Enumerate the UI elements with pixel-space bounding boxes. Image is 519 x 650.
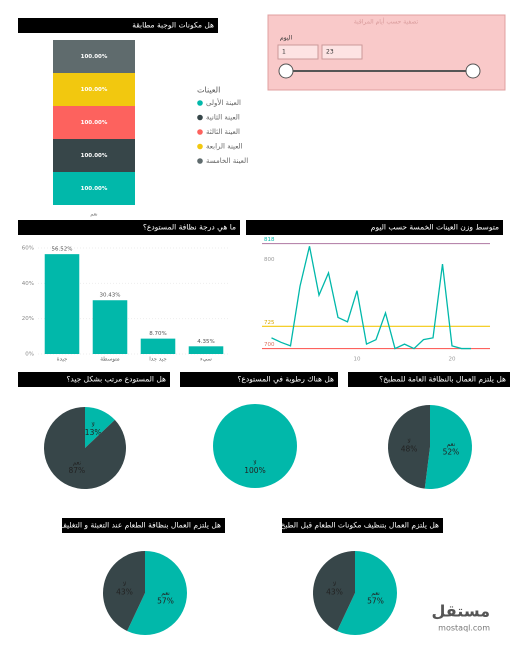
title-bar [348,372,510,387]
legend-swatch [197,129,203,135]
y-tick-label: 60% [22,246,34,252]
chart-title: هل يلتزم العمال بالنظافة العامة للمطبخ؟ [379,375,506,384]
pie-slice [103,551,145,632]
legend-label: العينة الثالثة [206,128,240,136]
slicer-from: 1 [282,49,286,56]
data-label: 8.70% [149,331,166,337]
slider-handle[interactable] [278,63,294,79]
legend-swatch [197,143,203,150]
y-tick-label: 20% [22,316,34,322]
line [271,246,471,350]
chart-title: متوسط وزن العينات الخمسة حسب اليوم [371,223,499,232]
bar-segment [53,172,135,205]
slicer-field: اليوم [280,35,292,42]
slice-category: لا [91,422,94,429]
data-label: 100.00% [81,186,108,192]
slice-category: لا [407,438,410,445]
slice-label: 43% [326,587,343,596]
x-tick-label: متوسطة [100,357,120,363]
data-label: 100.00% [81,153,108,159]
chart-title: هل يلتزم العمال بنظافة الطعام عند التعبئ… [55,521,221,530]
title-bar [180,372,338,387]
reference-label: 725 [264,320,275,326]
bar [44,254,80,354]
pie-slice [387,405,430,489]
slice-category: لا [253,460,256,467]
reference-label: 700 [264,342,275,348]
pie-slice [213,404,297,488]
slicer-from-box[interactable] [277,44,319,60]
watermark-brand: مستقل [431,602,490,621]
slicer-to-box[interactable] [321,44,363,60]
x-tick-label: نعم [90,212,97,218]
legend-label: العينة الرابعة [206,143,243,151]
y-tick-label: 0% [25,352,34,358]
data-label: 56.52% [52,247,73,253]
legend-label: العينة الأولى [206,98,241,107]
y-tick-label: 40% [22,281,34,287]
slice-category: لا [123,581,126,588]
slider-handle[interactable] [465,63,481,79]
title-bar [18,220,240,235]
title-bar [18,18,218,33]
x-tick-label: 10 [354,357,361,363]
bar-segment [53,73,135,106]
chart-title: هل المستودع مرتب بشكل جيد؟ [66,375,166,384]
slice-label: 57% [367,597,384,606]
chart-title: هل يلتزم العمال بتنظيف مكونات الطعام قبل… [277,521,440,530]
slice-label: 87% [69,466,86,475]
bar [140,338,176,354]
legend-swatch [197,158,203,164]
data-label: 100.00% [81,120,108,126]
reference-label: 818 [264,237,275,243]
x-tick-label: 20 [449,357,456,363]
legend-label: العينة الخامسة [206,157,248,165]
pie-slice [127,551,188,636]
slicer-title: تصفية حسب أيام المراقبة [354,18,419,26]
slice-category: نعم [447,441,456,448]
legend-swatch [197,100,203,106]
slice-label: 48% [401,445,418,454]
bar-segment [53,139,135,172]
bar [188,346,224,354]
data-label: 4.35% [197,339,214,345]
x-tick-label: جيد جدا [149,357,167,363]
title-bar [18,372,170,387]
slice-label: 100% [244,466,265,475]
data-label: 100.00% [81,54,108,60]
legend-label: العينة الثانية [206,114,240,122]
pie-slice [44,407,126,489]
y-tick-label: 800 [264,257,275,263]
legend-title: العينات [197,86,220,95]
watermark-site: mostaql.com [438,624,490,633]
bar [92,300,128,354]
pie-slice [85,407,115,448]
slice-category: نعم [73,459,82,466]
slice-label: 57% [157,597,174,606]
chart-title: ما هي درجة نظافة المستودع؟ [143,223,236,232]
slice-category: نعم [371,590,380,597]
data-label: 30.43% [100,293,121,299]
chart-title: هل مكونات الوجبة مطابقة [132,21,214,30]
data-label: 100.00% [81,87,108,93]
x-tick-label: سيء [200,357,212,363]
slice-label: 13% [85,428,102,437]
slice-label: 52% [443,447,460,456]
slice-category: نعم [161,590,170,597]
pie-slice [313,551,355,632]
pie-slice [424,405,472,489]
chart-title: هل هناك رطوبة في المستودع؟ [237,375,334,384]
pie-slice [337,551,397,636]
bar-segment [53,106,135,139]
slice-category: لا [333,581,336,588]
x-tick-label: جيدة [57,357,68,363]
title-bar [246,220,503,235]
title-bar [62,518,225,533]
bar-segment [53,40,135,73]
title-bar [282,518,443,533]
legend-swatch [197,114,203,121]
slice-label: 43% [116,587,133,596]
slicer-to: 23 [326,49,334,56]
